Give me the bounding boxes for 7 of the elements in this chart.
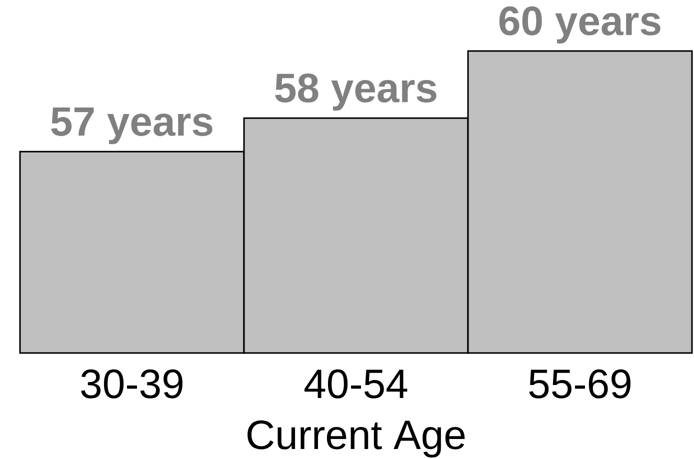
x-tick-label: 55-69 [529,369,630,398]
x-tick-label: 40-54 [304,369,408,398]
x-tick-label: 30-39 [81,369,182,398]
data-label: 60 years [499,6,660,44]
data-label: 57 years [51,107,212,144]
data-label: 58 years [275,73,436,111]
x-axis-title: Current Age [248,420,465,458]
